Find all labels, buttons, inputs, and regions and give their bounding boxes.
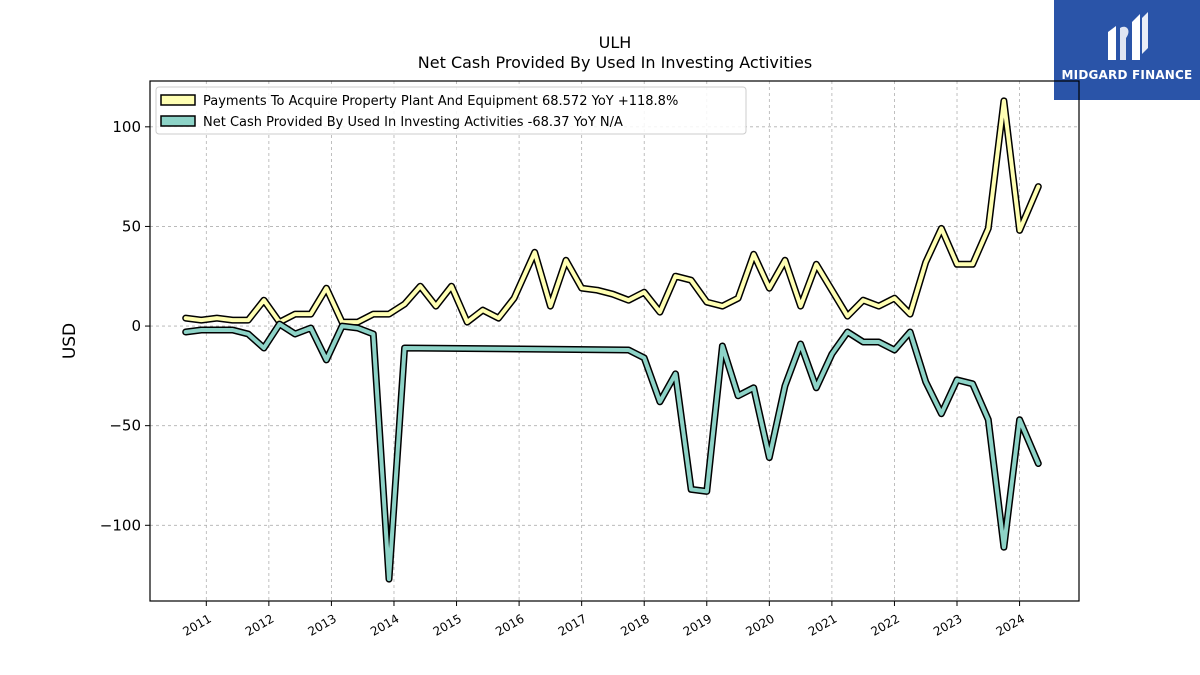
- chart-title: ULH: [599, 33, 632, 52]
- series-line: [183, 322, 1041, 582]
- x-tick-label: 2024: [994, 611, 1027, 638]
- legend-label: Payments To Acquire Property Plant And E…: [203, 94, 678, 109]
- x-tick-label: 2021: [806, 611, 839, 638]
- x-tick-label: 2015: [431, 611, 464, 638]
- brand-name: MIDGARD FINANCE: [1061, 68, 1193, 82]
- legend: Payments To Acquire Property Plant And E…: [155, 86, 747, 135]
- x-tick-label: 2012: [243, 611, 276, 638]
- x-tick-label: 2022: [868, 611, 901, 638]
- series-line: [183, 98, 1041, 325]
- y-tick-label: 0: [131, 317, 141, 335]
- plot-frame: [149, 80, 1080, 602]
- legend-label: Net Cash Provided By Used In Investing A…: [203, 115, 623, 130]
- x-tick-label: 2014: [368, 611, 401, 638]
- x-tick-label: 2011: [180, 611, 213, 638]
- legend-box: [155, 86, 747, 135]
- series-line-outline: [182, 320, 1042, 583]
- x-tick-label: 2023: [931, 611, 964, 638]
- x-tick-label: 2013: [305, 611, 338, 638]
- x-tick-label: 2018: [618, 611, 651, 638]
- y-tick-label: −50: [109, 417, 141, 435]
- chart-subtitle: Net Cash Provided By Used In Investing A…: [418, 53, 812, 72]
- y-axis-label: USD: [60, 323, 80, 359]
- grid-lines: [150, 81, 1079, 601]
- x-tick-label: 2019: [681, 611, 714, 638]
- brand-logo: MIDGARD FINANCE: [1054, 0, 1200, 100]
- logo-mark-icon: [1108, 12, 1148, 61]
- legend-swatch: [160, 115, 196, 127]
- y-tick-label: 100: [112, 118, 141, 136]
- y-tick-label: 50: [122, 217, 141, 235]
- x-tick-label: 2016: [493, 611, 526, 638]
- series-2: [182, 320, 1042, 583]
- x-tick-label: 2017: [556, 611, 589, 638]
- x-tick-label: 2020: [743, 611, 776, 638]
- legend-swatch: [160, 94, 196, 106]
- y-tick-label: −100: [100, 516, 141, 534]
- series-1: [182, 97, 1042, 326]
